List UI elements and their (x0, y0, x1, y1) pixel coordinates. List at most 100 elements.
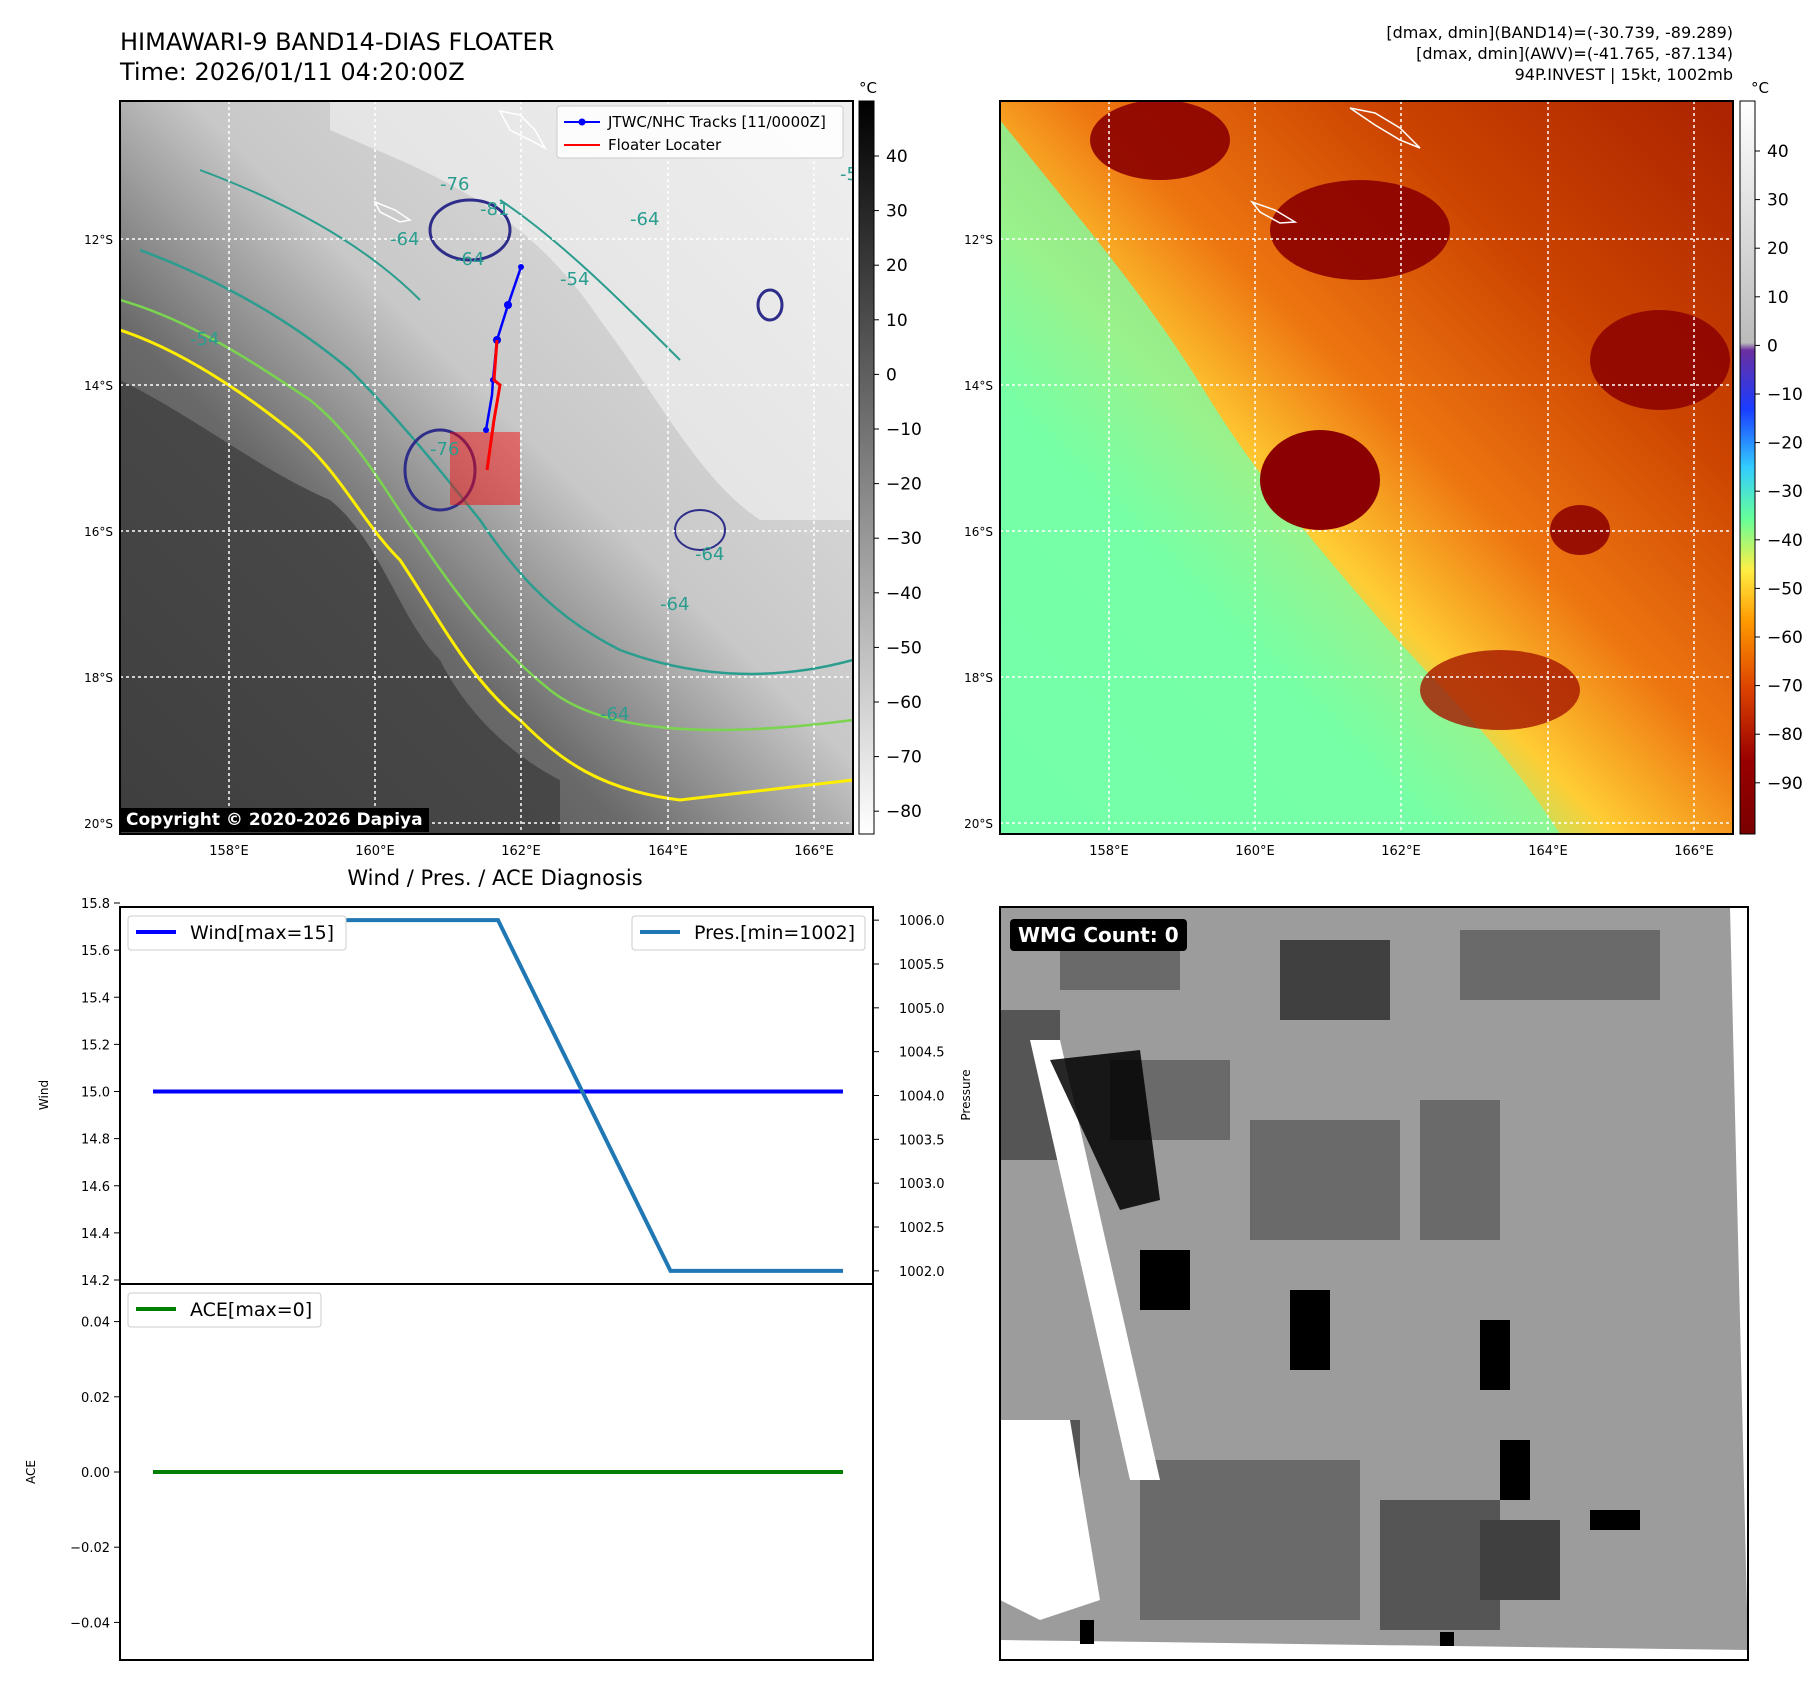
cold-cloud-region (330, 101, 853, 520)
colorbar-tick-label: −90 (1767, 774, 1803, 794)
lat-tick-label: 14°S (84, 379, 113, 393)
lat-tick-label: 16°S (964, 525, 993, 539)
ace-tick-label: 0.04 (81, 1316, 110, 1331)
pressure-legend: Pres.[min=1002] (631, 915, 866, 951)
colorbar-gray (858, 100, 875, 835)
ace-axis-label: ACE (24, 1460, 38, 1484)
wind-axis-label: Wind (37, 1080, 51, 1110)
wind-tick-label: 15.4 (81, 991, 110, 1006)
wmg-count-badge: WMG Count: 0 (1010, 919, 1187, 951)
wind-legend: Wind[max=15] (127, 915, 347, 951)
ace-legend: ACE[max=0] (127, 1292, 322, 1328)
awv-dry-region (1000, 120, 1560, 834)
colorbar-tick-label: 0 (1767, 336, 1778, 356)
colorbar-tick-label: −30 (886, 529, 922, 549)
ace-chart: 0.04 0.02 0.00 −0.02 −0.04 (70, 1316, 843, 1631)
ace-tick-label: 0.00 (81, 1466, 110, 1481)
wind-tick-label: 15.8 (81, 897, 110, 912)
colorbar-tick-label: −20 (886, 475, 922, 495)
awv-cold-core (1270, 180, 1450, 280)
pressure-axis-label: Pressure (959, 1069, 973, 1120)
lon-tick-label: 158°E (1089, 844, 1129, 859)
contour-yellow (120, 328, 853, 802)
diagnosis-title: Wind / Pres. / ACE Diagnosis (347, 866, 642, 890)
wind-tick-label: 14.6 (81, 1180, 110, 1195)
copyright-notice: Copyright © 2020-2026 Dapiya (120, 808, 429, 832)
wind-tick-label: 14.8 (81, 1133, 110, 1148)
wind-tick-label: 15.2 (81, 1038, 110, 1053)
contour-value-label: -64 (390, 229, 419, 250)
info-band14: [dmax, dmin](BAND14)=(-30.739, -89.289) (1386, 23, 1733, 42)
wmg-panel (999, 906, 1749, 1661)
contour-teal (139, 248, 853, 676)
pressure-tick-label: 1002.0 (899, 1265, 945, 1280)
floater-locater-line (485, 339, 502, 471)
colorbar-tick-label: 20 (1767, 239, 1789, 259)
pressure-tick-label: 1003.0 (899, 1177, 945, 1192)
lon-tick-label: 162°E (1381, 844, 1421, 859)
contour-cold-core (674, 509, 726, 551)
lon-tick-label: 166°E (794, 844, 834, 859)
contour-value-label: -76 (440, 174, 469, 195)
contour-value-label: -64 (695, 544, 724, 565)
colorbar-tick-label: 10 (1767, 288, 1789, 308)
lon-tick-label: 160°E (355, 844, 395, 859)
pressure-tick-label: 1005.5 (899, 958, 945, 973)
map-axis-labels: 12°S 12°S 14°S 14°S 16°S 16°S 18°S 18°S 20°S 20°S… (84, 233, 1714, 859)
lat-tick-label: 20°S (84, 817, 113, 831)
colorbar-tick-label: −20 (1767, 434, 1803, 454)
awv-cold-core (1550, 505, 1610, 555)
clear-sky-region (120, 380, 560, 834)
contour-value-label: -64 (600, 704, 629, 725)
lat-tick-label: 16°S (84, 525, 113, 539)
colorbar-tick-label: −40 (886, 584, 922, 604)
wind-tick-label: 15.0 (81, 1086, 110, 1101)
colorbar-tick-label: −60 (1767, 628, 1803, 648)
ace-legend-label: ACE[max=0] (190, 1299, 312, 1321)
lat-tick-label: 12°S (84, 233, 113, 247)
awv-map-panel (1000, 101, 1733, 834)
pressure-tick-label: 1004.5 (899, 1046, 945, 1061)
contour-value-label: -54 (840, 164, 869, 185)
colorbar-tick-label: 30 (1767, 191, 1789, 211)
colorbar-tick-label: −80 (1767, 725, 1803, 745)
coastline (1249, 200, 1298, 224)
contour-value-label: -81 (480, 199, 509, 220)
pressure-tick-label: 1003.5 (899, 1133, 945, 1148)
contour-value-label: -64 (455, 249, 484, 270)
wind-pressure-chart: 15.8 15.6 15.4 15.2 15.0 14.8 14.6 14.4 14.2 1006… (81, 897, 944, 1289)
pressure-legend-label: Pres.[min=1002] (694, 922, 855, 944)
wind-tick-label: 14.4 (81, 1227, 110, 1242)
pressure-tick-label: 1006.0 (899, 914, 945, 929)
colorbar-tick-label: 40 (886, 147, 908, 167)
map-legend: JTWC/NHC Tracks [11/0000Z] Floater Locat… (556, 105, 844, 159)
colorbar-tick-label: −70 (1767, 677, 1803, 697)
lon-tick-label: 162°E (501, 844, 541, 859)
legend-tracks-label: JTWC/NHC Tracks [11/0000Z] (607, 113, 826, 131)
colorbar-tick-label: 10 (886, 311, 908, 331)
wmg-warm-band (1030, 1040, 1160, 1480)
contour-cold-core (428, 198, 512, 262)
awv-cold-core (1090, 101, 1230, 180)
map-gridlines (1000, 101, 1733, 834)
contour-value-label: -64 (630, 209, 659, 230)
lon-tick-label: 164°E (648, 844, 688, 859)
colorbar-tick-label: −10 (1767, 385, 1803, 405)
contour-cold-core (403, 428, 477, 512)
wind-legend-label: Wind[max=15] (190, 922, 334, 944)
colorbar-tick-label: −80 (886, 802, 922, 822)
legend-floater-label: Floater Locater (608, 136, 722, 154)
figure-title: HIMAWARI-9 BAND14-DIAS FLOATER (120, 28, 554, 56)
colorbar-tick-label: 40 (1767, 142, 1789, 162)
lat-tick-label: 12°S (964, 233, 993, 247)
colorbar-tick-label: −30 (1767, 482, 1803, 502)
contour-teal-inner (199, 169, 681, 361)
colorbar-tick-label: −50 (886, 638, 922, 658)
colorbar-tick-label: 20 (886, 256, 908, 276)
wind-tick-label: 15.6 (81, 944, 110, 959)
info-storm: 94P.INVEST | 15kt, 1002mb (1515, 65, 1733, 84)
colorbar-tick-label: 0 (886, 365, 897, 385)
colorbar-left-ticks: 40 30 20 10 0 −10 −20 −30 −40 −50 −60 −70 −80 (874, 147, 922, 822)
colorbar-tick-label: −10 (886, 420, 922, 440)
colorbar-tick-label: −40 (1767, 531, 1803, 551)
